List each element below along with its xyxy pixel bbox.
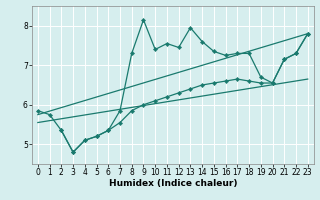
X-axis label: Humidex (Indice chaleur): Humidex (Indice chaleur): [108, 179, 237, 188]
